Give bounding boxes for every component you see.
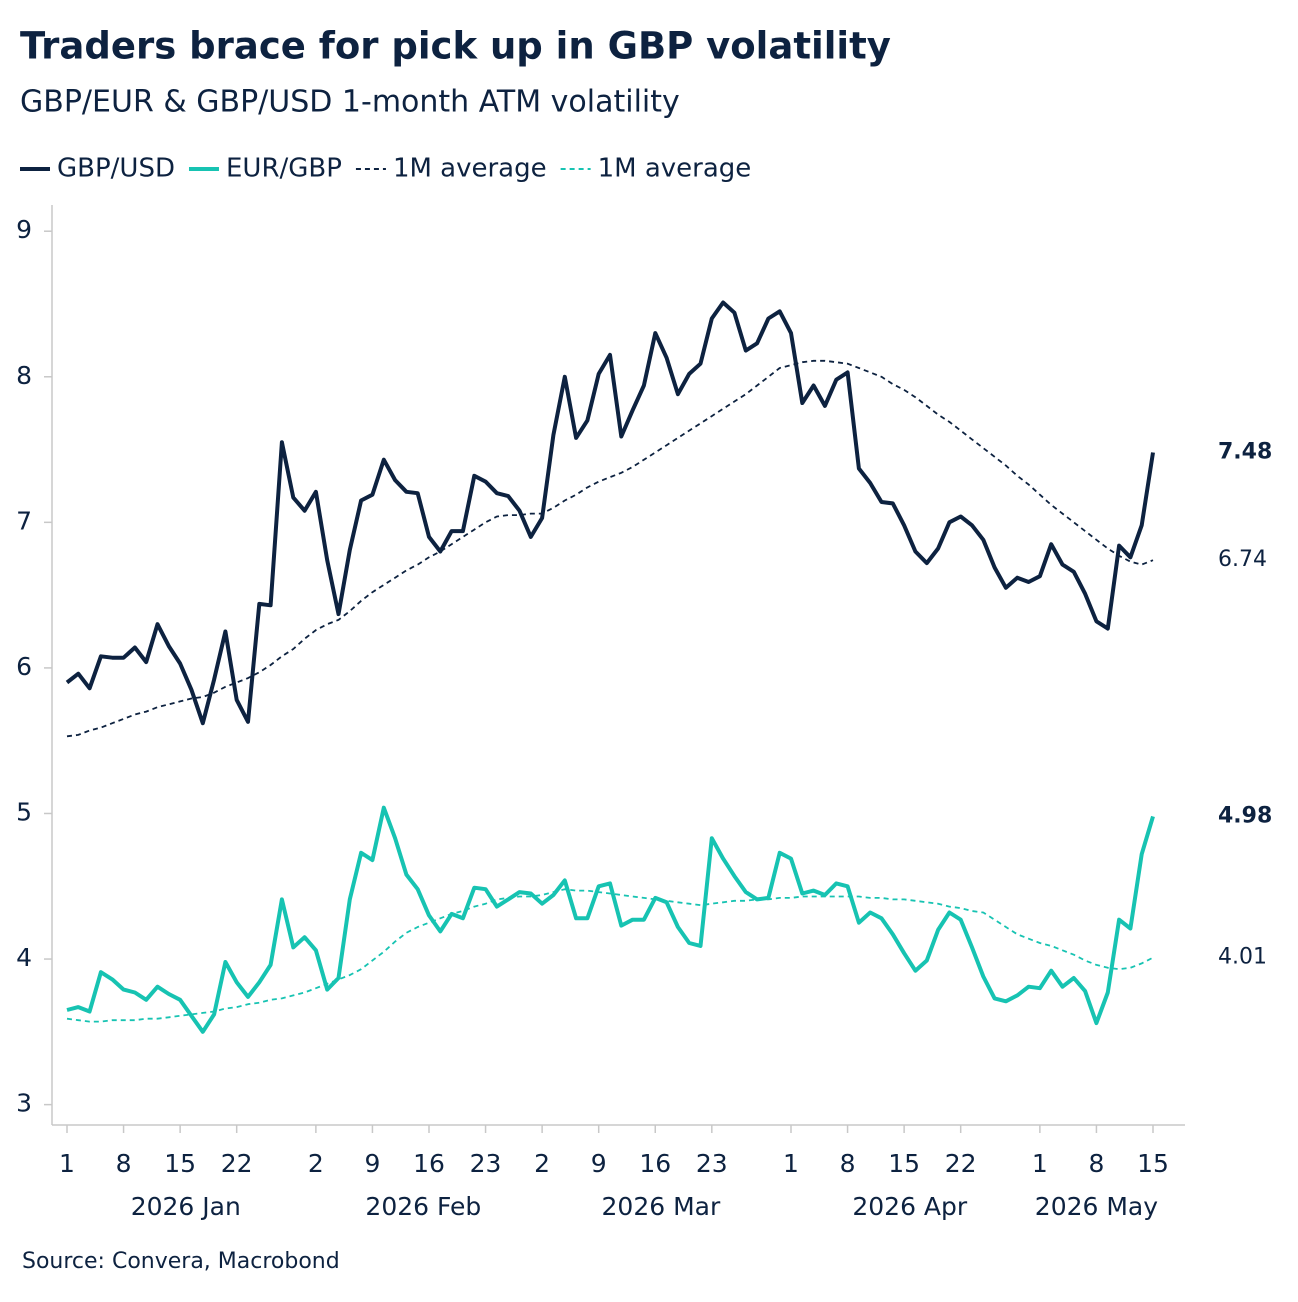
average-line [66, 888, 1154, 1023]
x-tick-label: 15 [164, 1149, 196, 1178]
x-tick-label: 9 [364, 1149, 380, 1178]
month-label: 2026 May [1035, 1192, 1158, 1221]
x-tick-label: 1 [783, 1149, 799, 1178]
x-tick-label: 2 [534, 1149, 550, 1178]
end-label: 4.98 [1218, 803, 1272, 828]
x-tick-label: 2 [308, 1149, 324, 1178]
month-label: 2026 Feb [365, 1192, 481, 1221]
x-tick-label: 15 [1137, 1149, 1169, 1178]
y-tick-label: 7 [16, 506, 32, 535]
x-tick-label: 23 [470, 1149, 502, 1178]
month-label: 2026 Apr [852, 1192, 968, 1221]
y-tick-label: 8 [16, 361, 32, 390]
legend-label: EUR/GBP [226, 154, 342, 184]
x-tick-label: 1 [1032, 1149, 1048, 1178]
chart-title: Traders brace for pick up in GBP volatil… [20, 25, 891, 68]
y-tick-label: 5 [16, 797, 32, 826]
x-tick-label: 22 [945, 1149, 977, 1178]
x-tick-label: 8 [840, 1149, 856, 1178]
chart-subtitle: GBP/EUR & GBP/USD 1-month ATM volatility [20, 85, 680, 120]
y-tick-label: 3 [16, 1089, 32, 1118]
average-line [66, 359, 1154, 738]
month-label: 2026 Jan [131, 1192, 241, 1221]
series-line [66, 805, 1155, 1034]
y-tick-label: 9 [16, 215, 32, 244]
x-tick-label: 1 [59, 1149, 75, 1178]
x-tick-label: 23 [696, 1149, 728, 1178]
y-tick-label: 6 [16, 652, 32, 681]
x-tick-label: 16 [639, 1149, 671, 1178]
y-tick-label: 4 [16, 943, 32, 972]
x-tick-label: 15 [888, 1149, 920, 1178]
end-label: 7.48 [1218, 439, 1272, 464]
month-label: 2026 Mar [602, 1192, 721, 1221]
end-label: 4.01 [1218, 945, 1267, 970]
legend-label: GBP/USD [57, 154, 175, 184]
source: Source: Convera, Macrobond [22, 1249, 340, 1274]
x-tick-label: 22 [221, 1149, 253, 1178]
x-tick-label: 8 [116, 1149, 132, 1178]
x-tick-label: 8 [1088, 1149, 1104, 1178]
end-label: 6.74 [1218, 547, 1267, 572]
legend-label: 1M average [393, 154, 547, 184]
x-tick-label: 9 [591, 1149, 607, 1178]
x-tick-label: 16 [413, 1149, 445, 1178]
legend-label: 1M average [598, 154, 752, 184]
series-line [65, 300, 1155, 726]
